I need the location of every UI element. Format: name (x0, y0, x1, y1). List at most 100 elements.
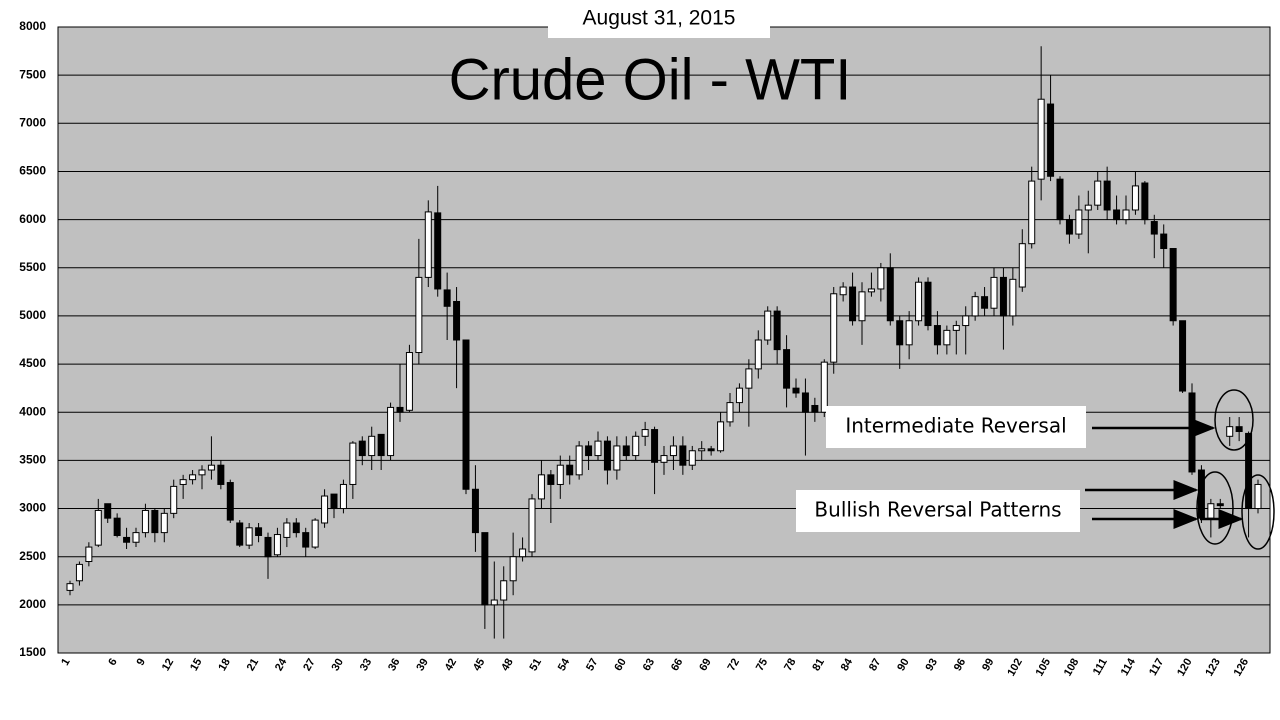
y-tick-label: 1500 (19, 645, 46, 659)
candle-body (207, 464, 215, 471)
x-tick-label: 75 (754, 657, 771, 674)
candle-body (292, 522, 300, 534)
candle-body (1037, 98, 1045, 180)
candle-body (971, 296, 979, 317)
candle-body (839, 286, 847, 296)
y-tick-label: 6000 (19, 212, 46, 226)
candle-body (1131, 185, 1139, 211)
candle-body (321, 495, 329, 524)
x-tick-label: 72 (726, 657, 743, 674)
y-tick-label: 5500 (19, 260, 46, 274)
candle-body (735, 387, 743, 404)
candle-body (226, 482, 234, 521)
candle-body (302, 532, 310, 548)
x-tick-label: 63 (641, 657, 658, 674)
y-tick-label: 7000 (19, 115, 46, 129)
candle-body (1094, 180, 1102, 206)
candle-body (377, 433, 385, 457)
y-tick-label: 2500 (19, 549, 46, 563)
y-tick-label: 8000 (19, 19, 46, 33)
circle (1241, 474, 1275, 550)
candle-body (622, 445, 630, 457)
candle-body (830, 293, 838, 363)
candle-body (547, 474, 555, 485)
x-tick-label: 6 (106, 657, 119, 668)
candle-body (1103, 180, 1111, 211)
candle-body (783, 349, 791, 389)
candle-body (594, 440, 602, 457)
candle-body (603, 440, 611, 471)
candle-body (1047, 103, 1055, 177)
candle-body (245, 527, 253, 546)
candle-body (717, 421, 725, 452)
candle-body (339, 483, 347, 510)
candle-body (896, 320, 904, 346)
chart-subtitle: August 31, 2015 (583, 7, 736, 30)
x-tick-label: 12 (160, 657, 177, 674)
candle-body (801, 392, 809, 413)
annotation: Bullish Reversal Patterns (814, 498, 1061, 522)
x-tick-label: 69 (697, 657, 714, 674)
candle-body (396, 406, 404, 413)
candle-body (179, 479, 187, 485)
candle-body (490, 599, 498, 606)
chart-title: Crude Oil - WTI (449, 47, 852, 112)
x-tick-label: 9 (135, 657, 148, 668)
candle-body (764, 310, 772, 341)
candle-body (160, 512, 168, 534)
candle-body (933, 325, 941, 346)
annotation-box (796, 490, 1080, 532)
candle-body (85, 546, 93, 563)
x-tick-label: 96 (952, 657, 969, 674)
x-tick-label: 33 (358, 657, 375, 674)
candle-body (405, 352, 413, 411)
candle-body (358, 440, 366, 457)
candle-body (104, 503, 112, 519)
y-tick-label: 4500 (19, 356, 46, 370)
x-tick-label: 36 (386, 657, 403, 674)
candle-body (217, 464, 225, 485)
x-tick-label: 66 (669, 657, 686, 674)
candle-body (264, 536, 272, 558)
candle-body (132, 532, 140, 543)
candle-body (273, 534, 281, 556)
x-tick-label: 15 (188, 657, 205, 674)
candle-body (1065, 219, 1073, 235)
y-tick-label: 6500 (19, 164, 46, 178)
x-tick-label: 42 (443, 657, 460, 674)
candle-body (151, 509, 159, 534)
candle-body (877, 267, 885, 290)
candle-body (651, 429, 659, 463)
candle-body (1197, 469, 1205, 519)
x-tick-label: 51 (528, 657, 545, 674)
candle-body (189, 474, 197, 481)
candle-body (632, 435, 640, 457)
candle-body (792, 387, 800, 394)
candle-body (123, 536, 131, 543)
candle-body (1141, 182, 1149, 221)
candle-body (198, 469, 206, 476)
candle-body (113, 517, 121, 537)
x-tick-label: 1 (59, 657, 72, 668)
candle-body (462, 339, 470, 490)
x-tick-label: 27 (301, 657, 318, 674)
candle-body (726, 402, 734, 423)
x-tick-label: 90 (895, 657, 912, 674)
circle (1196, 471, 1234, 545)
candle-body (660, 455, 668, 463)
candle-body (1216, 503, 1224, 507)
candle-body (1084, 204, 1092, 211)
candle-body (1226, 426, 1234, 437)
candle-body (1122, 209, 1130, 221)
candle-body (1150, 221, 1158, 235)
candle-body (255, 527, 263, 537)
candle-body (349, 442, 357, 485)
candle-body (94, 509, 102, 546)
x-tick-label: 21 (245, 657, 262, 674)
candle-body (952, 325, 960, 331)
candle-body (905, 320, 913, 346)
candle-body (75, 563, 83, 582)
x-tick-label: 57 (584, 657, 601, 674)
candle-body (688, 450, 696, 466)
